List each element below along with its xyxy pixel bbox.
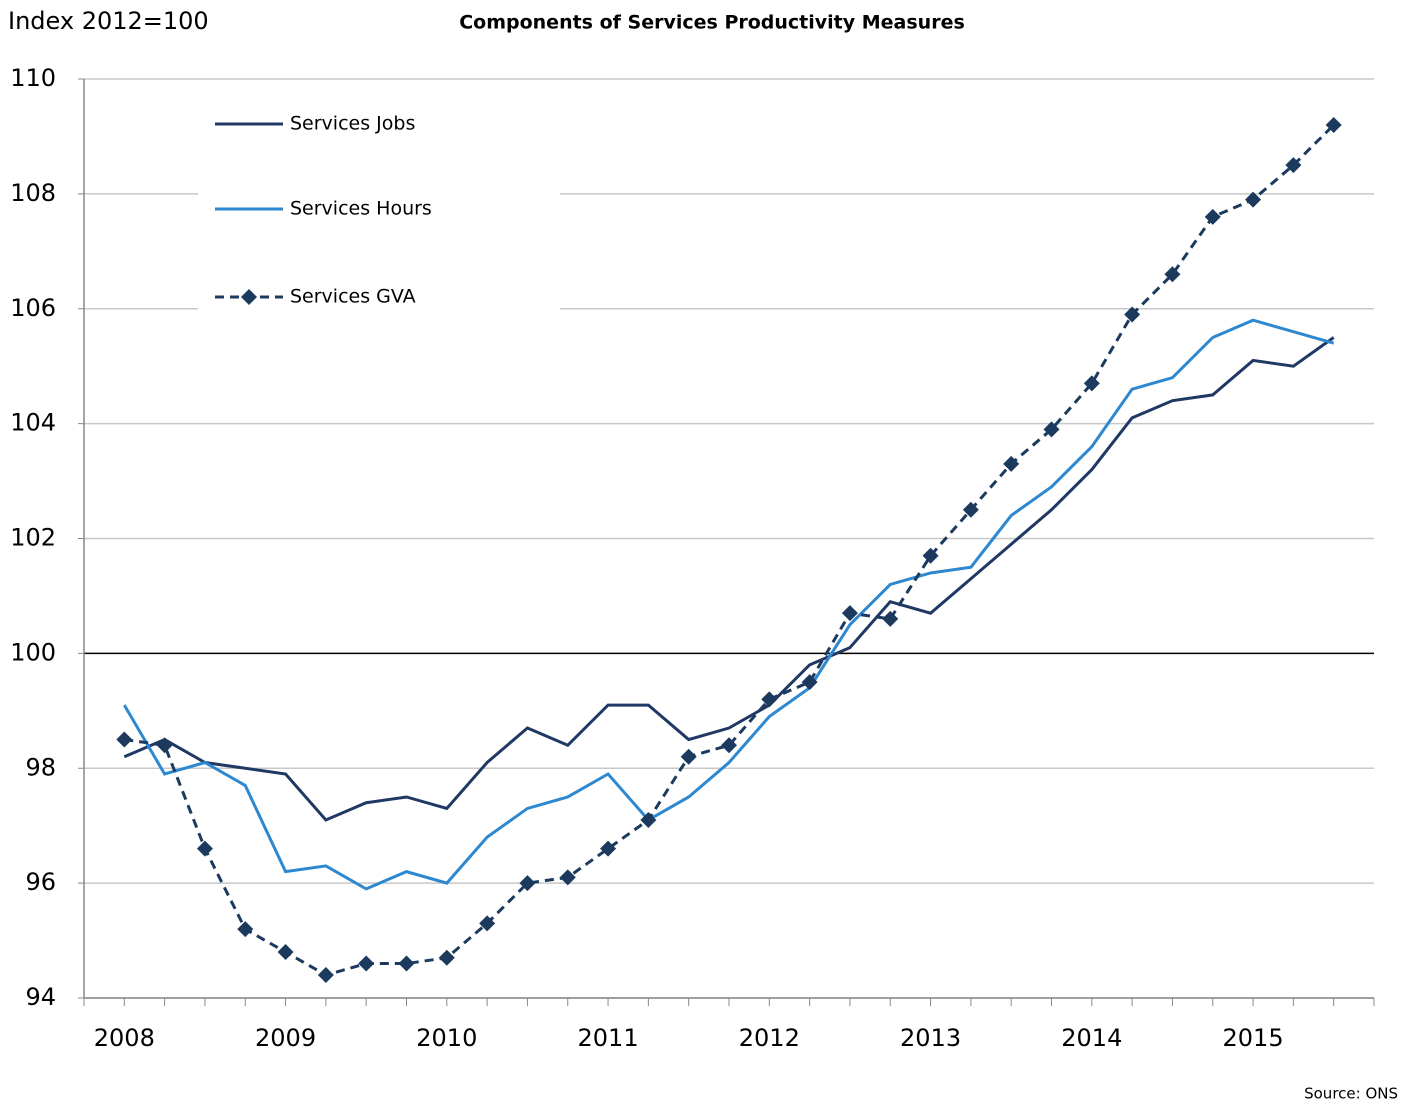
legend-label: Services GVA [290,286,416,308]
data-point [559,869,576,886]
data-point [1325,116,1342,133]
series-line [123,318,1335,891]
series-line [123,336,1335,822]
data-point [882,610,899,627]
source-note: Source: ONS [1304,1085,1398,1103]
data-point [922,547,939,564]
data-point [640,811,657,828]
y-tick-label: 110 [10,64,56,92]
data-point [841,605,858,622]
data-point [1003,455,1020,472]
y-tick-label: 96 [25,868,56,896]
data-point [277,944,294,961]
x-tick-label: 2012 [739,1024,800,1052]
y-tick-label: 100 [10,638,56,666]
data-point [1204,208,1221,225]
data-point [600,840,617,857]
data-point [438,949,455,966]
y-tick-label: 98 [25,753,56,781]
x-tick-label: 2015 [1223,1024,1284,1052]
data-point [398,955,415,972]
data-point [237,921,254,938]
data-point [1164,266,1181,283]
data-point [519,875,536,892]
x-tick-label: 2008 [94,1024,155,1052]
data-point [317,967,334,984]
x-tick-label: 2010 [416,1024,477,1052]
x-tick-label: 2011 [578,1024,639,1052]
data-point [116,731,133,748]
y-axis-label: Index 2012=100 [8,7,209,35]
y-tick-label: 104 [10,409,56,437]
legend-label: Services Hours [290,198,432,220]
chart-title: Components of Services Productivity Meas… [459,12,965,34]
legend-marker [241,289,257,305]
data-point [479,915,496,932]
data-point [1285,157,1302,174]
data-point [358,955,375,972]
y-tick-label: 106 [10,294,56,322]
legend-label: Services Jobs [290,113,415,135]
data-point [801,674,818,691]
data-point [1083,375,1100,392]
x-tick-label: 2013 [900,1024,961,1052]
data-point [962,501,979,518]
data-point [721,737,737,754]
data-point [761,691,778,708]
data-point [156,737,173,754]
data-point [1124,306,1141,323]
y-tick-label: 108 [10,179,56,207]
y-tick-label: 94 [25,983,56,1011]
data-point [196,840,213,857]
data-point [1245,191,1262,208]
data-point [1043,421,1060,438]
x-tick-label: 2009 [255,1024,316,1052]
data-point [680,748,697,765]
y-tick-label: 102 [10,524,56,552]
x-tick-label: 2014 [1061,1024,1122,1052]
